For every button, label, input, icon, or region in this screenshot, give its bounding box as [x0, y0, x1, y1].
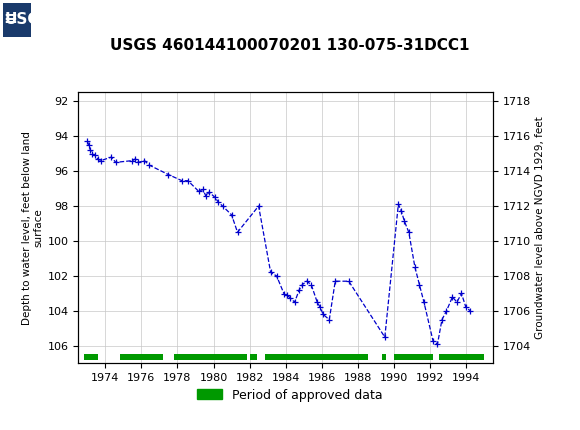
- Text: USGS: USGS: [36, 12, 83, 27]
- Legend: Period of approved data: Period of approved data: [192, 384, 388, 406]
- Text: USGS 460144100070201 130-075-31DCC1: USGS 460144100070201 130-075-31DCC1: [110, 38, 470, 52]
- FancyBboxPatch shape: [3, 3, 78, 37]
- Bar: [264, 354, 368, 360]
- Bar: [175, 354, 246, 360]
- Bar: [382, 354, 386, 360]
- Text: ≡: ≡: [3, 10, 17, 28]
- Bar: [84, 354, 98, 360]
- Y-axis label: Depth to water level, feet below land
surface: Depth to water level, feet below land su…: [21, 131, 44, 325]
- Bar: [394, 354, 433, 360]
- Bar: [120, 354, 162, 360]
- Bar: [439, 354, 484, 360]
- Y-axis label: Groundwater level above NGVD 1929, feet: Groundwater level above NGVD 1929, feet: [535, 117, 545, 339]
- Bar: [249, 354, 257, 360]
- Text: USGS: USGS: [5, 12, 52, 27]
- Bar: [3, 3, 31, 37]
